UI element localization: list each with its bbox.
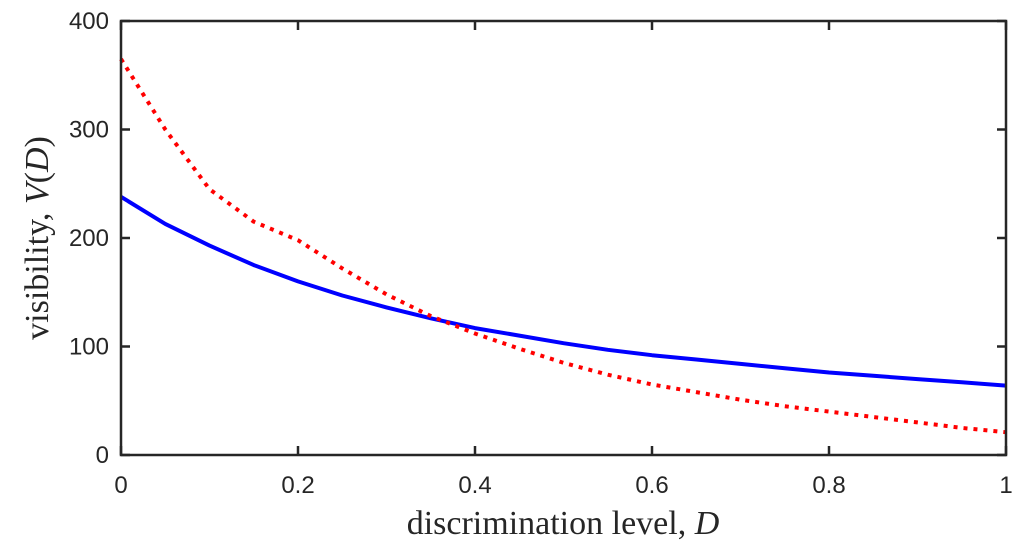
axes-box — [119, 19, 1008, 457]
y-tick-label: 400 — [69, 8, 109, 35]
tick-labels: 0 0.2 0.4 0.6 0.8 1 0 100 200 300 400 — [69, 8, 1013, 499]
y-tick-label: 100 — [69, 334, 109, 361]
x-tick-label: 0.6 — [635, 472, 668, 499]
axis-ticks — [119, 19, 1008, 457]
x-tick-label: 0.2 — [281, 472, 314, 499]
x-tick-label: 0 — [114, 472, 127, 499]
y-tick-label: 300 — [69, 117, 109, 144]
series-line-1 — [119, 195, 1007, 388]
y-axis-label: visibility, V(D) — [19, 136, 56, 340]
x-tick-label: 1 — [999, 472, 1012, 499]
x-tick-label: 0.4 — [458, 472, 491, 499]
x-axis-label: discrimination level, D — [407, 505, 720, 542]
x-tick-label: 0.8 — [812, 472, 845, 499]
y-tick-label: 200 — [69, 225, 109, 252]
y-tick-label: 0 — [96, 442, 109, 469]
plot-area — [119, 57, 1007, 435]
